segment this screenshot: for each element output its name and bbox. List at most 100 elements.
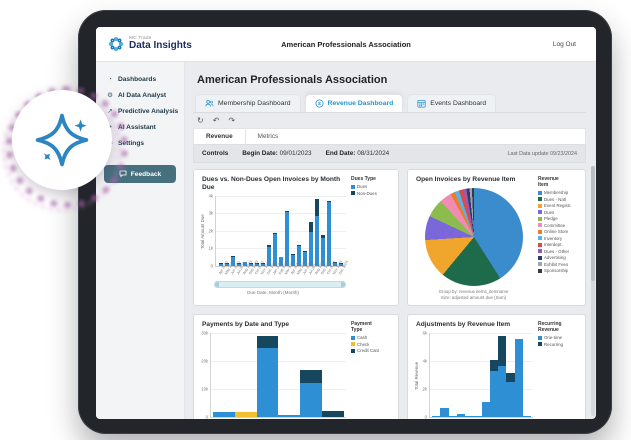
- horizontal-scrollbar[interactable]: [214, 280, 346, 288]
- bar-segment-dues: [243, 262, 247, 266]
- charts-grid: Dues vs. Non-Dues Open Invoices by Month…: [193, 163, 586, 419]
- begin-date-label: Begin Date:: [242, 150, 278, 157]
- bar-col-7[interactable]: [481, 402, 490, 417]
- gridline: [216, 230, 346, 232]
- legend-item-non-dues[interactable]: Non-Dues: [351, 191, 393, 196]
- legend-item-pledge[interactable]: Pledge: [538, 216, 580, 221]
- bar-aug-2023[interactable]: [243, 261, 247, 266]
- brand-logo[interactable]: MC Trade Data Insights: [96, 36, 192, 52]
- legend-item-committee[interactable]: Committee: [538, 223, 580, 228]
- legend-item-event-registr[interactable]: Event Registr.: [538, 203, 580, 208]
- sidebar-item-label: Settings: [118, 139, 145, 147]
- gridline: [216, 213, 346, 215]
- legend-label: Exhibit Fees: [544, 261, 569, 267]
- bar-sep-2024[interactable]: [321, 235, 325, 266]
- legend-item-inventory[interactable]: Inventory: [538, 236, 580, 241]
- legend-label: Dues - Natl: [544, 196, 566, 202]
- legend-item-exhibit-fees[interactable]: Exhibit Fees: [538, 262, 580, 267]
- bar-jul-2024[interactable]: [309, 221, 313, 266]
- bar-nov-2024[interactable]: [333, 262, 337, 266]
- bar-jul-2023[interactable]: [237, 263, 241, 266]
- bar-col-4[interactable]: [456, 414, 465, 417]
- legend-item-check[interactable]: Check: [351, 342, 393, 347]
- bar-col-3[interactable]: [256, 336, 279, 417]
- legend-item-cash[interactable]: Cash: [351, 335, 393, 340]
- bar-aug-2024[interactable]: [315, 198, 319, 266]
- vertical-scrollbar[interactable]: [591, 166, 595, 416]
- legend-swatch: [538, 197, 542, 201]
- bar-col-6[interactable]: [473, 416, 482, 417]
- bar-jan-2024[interactable]: [273, 232, 277, 266]
- bar-jun-2023[interactable]: [231, 255, 235, 266]
- legend-item-online-store[interactable]: Online Store: [538, 229, 580, 234]
- bar-segment-one-time: [522, 416, 531, 417]
- bar-dec-2023[interactable]: [267, 245, 271, 266]
- subtab-metrics[interactable]: Metrics: [245, 129, 291, 144]
- bar-col-10[interactable]: [506, 372, 515, 417]
- sidebar-item-dashboards[interactable]: ◔ Dashboards: [96, 72, 184, 87]
- undo-icon[interactable]: ↶: [212, 116, 220, 125]
- chart-title: Payments by Date and Type: [202, 321, 290, 328]
- tab-events-dashboard[interactable]: Events Dashboard: [407, 94, 497, 112]
- legend-swatch: [351, 335, 355, 340]
- legend-item-credit-card[interactable]: Credit Card: [351, 348, 393, 353]
- end-date-value[interactable]: 08/31/2024: [357, 150, 390, 157]
- legend-item-advertising[interactable]: Advertising: [538, 255, 580, 260]
- bar-col-2[interactable]: [440, 407, 449, 417]
- bar-segment-one-time: [489, 371, 498, 417]
- bar-mar-2024[interactable]: [285, 210, 289, 266]
- bar-col-4[interactable]: [278, 414, 301, 417]
- subtab-revenue[interactable]: Revenue: [194, 129, 246, 144]
- legend-item-dues[interactable]: Dues: [351, 184, 393, 189]
- bar-col-2[interactable]: [234, 412, 257, 417]
- bar-may-2023[interactable]: [225, 263, 229, 266]
- bar-feb-2024[interactable]: [279, 256, 283, 266]
- bar-segment-credit-card: [322, 411, 344, 417]
- bar-oct-2023[interactable]: [255, 263, 259, 266]
- bar-col-5[interactable]: [300, 370, 323, 417]
- tab-membership-dashboard[interactable]: Membership Dashboard: [195, 94, 301, 112]
- refresh-icon[interactable]: ↻: [197, 116, 204, 125]
- redo-icon[interactable]: ↷: [228, 116, 236, 125]
- logout-button[interactable]: Log Out: [547, 40, 582, 49]
- begin-date-value[interactable]: 09/01/2023: [279, 150, 312, 157]
- bar-nov-2023[interactable]: [261, 263, 265, 266]
- y-axis-ticks: 30k 20k 10k 0: [200, 330, 210, 419]
- bar-col-8[interactable]: [489, 360, 498, 417]
- bar-col-9[interactable]: [498, 336, 507, 417]
- bar-segment-non-dues: [285, 210, 289, 213]
- bar-col-11[interactable]: [514, 338, 523, 417]
- bar-col-5[interactable]: [465, 416, 474, 417]
- legend-item-one-time[interactable]: One-time: [538, 335, 580, 340]
- bar-dec-2024[interactable]: [339, 263, 343, 266]
- y-tick-label: 20k: [201, 358, 208, 364]
- bar-col-12[interactable]: [522, 416, 531, 417]
- legend-item-dues[interactable]: Dues: [538, 210, 580, 215]
- bar-oct-2024[interactable]: [327, 200, 331, 266]
- bar-sep-2023[interactable]: [249, 263, 253, 266]
- bar-apr-2023[interactable]: [219, 263, 223, 266]
- legend-item-interdept[interactable]: Interdept.: [538, 242, 580, 247]
- bar-jun-2024[interactable]: [303, 250, 307, 266]
- legend-item-recurring[interactable]: Recurring: [538, 342, 580, 347]
- bar-col-6[interactable]: [322, 411, 344, 417]
- legend-item-dues-other[interactable]: Dues - Other: [538, 249, 580, 254]
- chart-legend: Revenue Item Membership Dues - Natl Event R…: [538, 176, 580, 275]
- bar-apr-2024[interactable]: [291, 253, 295, 266]
- bar-segment-cash: [278, 414, 301, 417]
- tab-revenue-dashboard[interactable]: $ Revenue Dashboard: [304, 94, 404, 112]
- bar-col-1[interactable]: [432, 416, 441, 417]
- legend-item-membership[interactable]: Membership: [538, 190, 580, 195]
- legend-item-sponsorship[interactable]: Sponsorship: [538, 268, 580, 273]
- bar-segment-dues: [267, 246, 271, 266]
- bar-col-3[interactable]: [448, 416, 457, 417]
- y-tick-label: 6k: [422, 330, 427, 336]
- chart-card-dues-vs-non-dues-open-invoices-by-month-due: Dues vs. Non-Dues Open Invoices by Month…: [193, 169, 399, 306]
- sidebar-item-ai-data-analyst[interactable]: ⚙ AI Data Analyst: [96, 87, 184, 103]
- legend-item-dues-natl[interactable]: Dues - Natl: [538, 197, 580, 202]
- vertical-scrollbar-handle[interactable]: [591, 166, 595, 281]
- bar-segment-cash: [256, 348, 279, 417]
- bar-col-1[interactable]: [213, 412, 235, 417]
- bar-may-2024[interactable]: [297, 244, 301, 266]
- pie-chart[interactable]: [424, 187, 523, 286]
